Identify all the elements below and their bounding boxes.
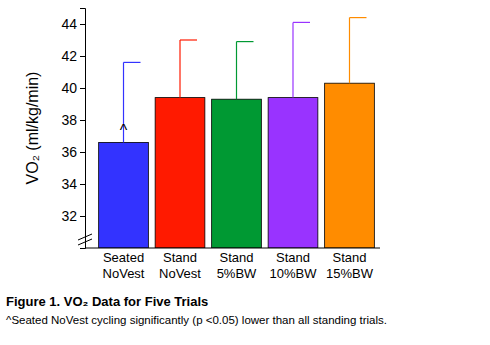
error-bar	[349, 18, 366, 84]
x-tick: Stand10%BW	[270, 248, 318, 281]
x-tick-label-line: Stand	[332, 250, 366, 265]
x-tick-label: StandNoVest	[159, 250, 201, 281]
bar	[268, 98, 318, 248]
y-tick-label: 42	[61, 48, 77, 64]
x-tick: Stand5%BW	[217, 248, 257, 281]
y-tick-label: 34	[61, 176, 77, 192]
y-axis: 32 34 36 38 40 42 44	[61, 9, 85, 249]
x-tick-label-line: 10%BW	[270, 266, 318, 281]
chart: 32343638404244SeatedNoVestStandNoVestSta…	[0, 0, 490, 345]
x-tick-label-line: 15%BW	[326, 266, 374, 281]
bar	[155, 98, 205, 248]
error-bar-cap	[293, 22, 310, 23]
error-bar-stem	[292, 22, 293, 97]
y-tick-label: 32	[61, 208, 77, 224]
error-bar-cap	[180, 39, 197, 40]
error-bar	[293, 22, 310, 97]
x-tick-label: SeatedNoVest	[103, 250, 145, 281]
error-bar-cap	[237, 41, 254, 42]
x-tick-label-line: Stand	[220, 250, 254, 265]
y-tick-mark	[80, 152, 85, 153]
error-bar	[180, 40, 197, 98]
x-tick: Stand15%BW	[326, 248, 374, 281]
x-tick: StandNoVest	[159, 248, 201, 281]
bar	[212, 99, 262, 248]
y-tick: 32	[61, 208, 85, 224]
y-tick: 38	[61, 112, 85, 128]
x-axis-line	[85, 248, 380, 249]
x-tick-label-line: Seated	[103, 250, 144, 265]
y-tick-mark	[80, 24, 85, 25]
error-bar-cap	[124, 62, 141, 63]
plot-area	[99, 18, 375, 248]
y-tick: 36	[61, 144, 85, 160]
y-axis-line	[80, 9, 86, 249]
y-tick-label: 36	[61, 144, 77, 160]
x-tick-label-line: NoVest	[103, 266, 145, 281]
x-axis: SeatedNoVestStandNoVestStand5%BWStand10%…	[85, 248, 380, 281]
y-tick-mark	[80, 120, 85, 121]
y-tick-label: 44	[61, 16, 77, 32]
x-tick-label-line: NoVest	[159, 266, 201, 281]
bar	[99, 142, 149, 248]
x-tick-label: Stand5%BW	[217, 250, 257, 281]
error-bar	[237, 42, 254, 100]
y-tick-mark	[80, 216, 85, 217]
y-axis-title: VO₂ (ml/kg/min)	[24, 72, 41, 185]
y-tick: 42	[61, 48, 85, 64]
y-tick: 44	[61, 16, 85, 32]
title: Figure 1. VO₂ Data for Five Trials	[6, 294, 208, 309]
error-bar-stem	[179, 40, 180, 98]
error-bar-cap	[349, 17, 366, 18]
error-bar-stem	[236, 42, 237, 100]
y-tick-mark	[80, 56, 85, 57]
x-tick-label: Stand10%BW	[270, 250, 318, 281]
y-tick-mark	[80, 184, 85, 185]
y-tick: 40	[61, 80, 85, 96]
y-tick: 34	[61, 176, 85, 192]
x-tick-label-line: Stand	[163, 250, 197, 265]
y-tick-mark	[80, 88, 85, 89]
x-tick-label-line: Stand	[276, 250, 310, 265]
x-tick-label: Stand15%BW	[326, 250, 374, 281]
annotation: ^	[120, 122, 128, 139]
bar	[325, 83, 375, 248]
y-tick-label: 40	[61, 80, 77, 96]
axis-break	[78, 239, 92, 245]
y-tick-label: 38	[61, 112, 77, 128]
axis-break	[78, 234, 92, 240]
error-bar-stem	[349, 18, 350, 84]
x-tick: SeatedNoVest	[103, 248, 145, 281]
caption: ^Seated NoVest cycling significantly (p …	[6, 314, 387, 326]
x-tick-label-line: 5%BW	[217, 266, 257, 281]
